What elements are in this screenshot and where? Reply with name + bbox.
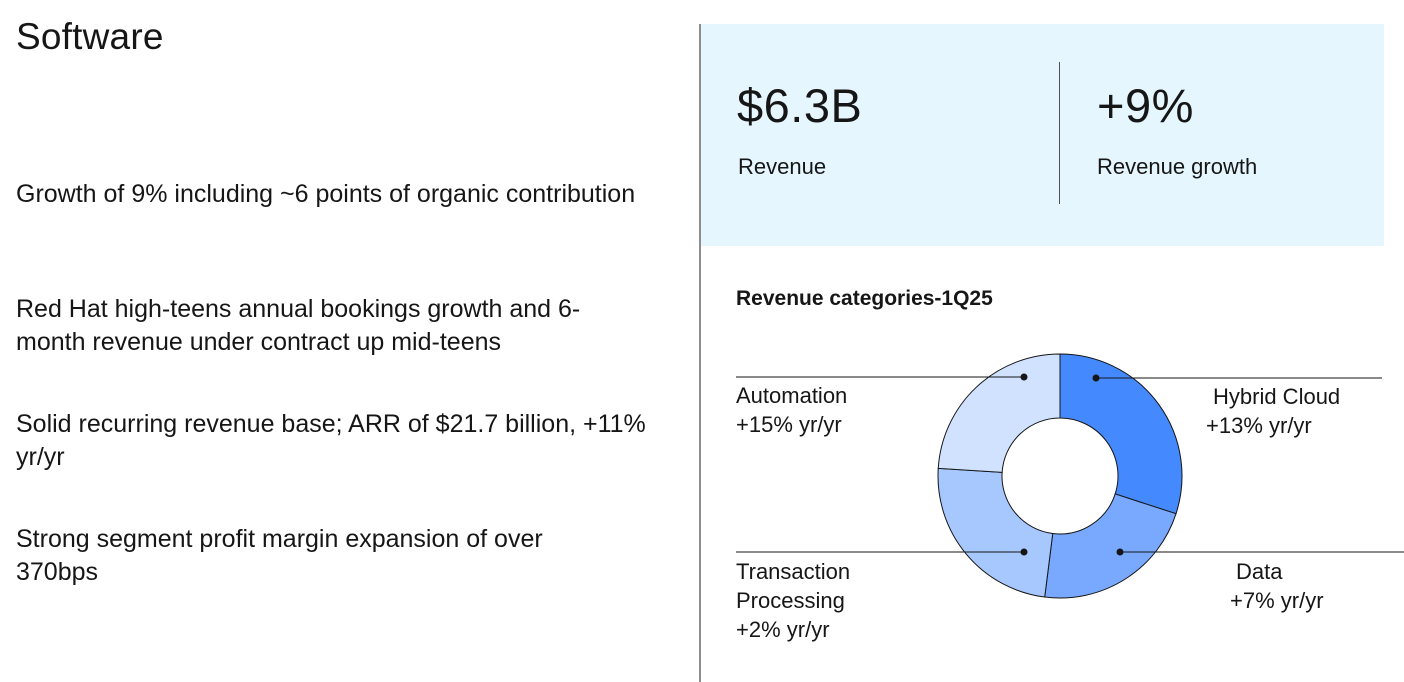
label-transaction-processing-growth: +2% yr/yr (736, 617, 830, 642)
vertical-divider (699, 24, 701, 682)
label-transaction-processing: Transaction Processing +2% yr/yr (736, 557, 876, 644)
label-data-name: Data (1236, 559, 1283, 584)
label-hybrid-cloud-name: Hybrid Cloud (1213, 384, 1341, 409)
leader-data-dot (1116, 548, 1124, 556)
bullet-profit-margin: Strong segment profit margin expansion o… (16, 525, 543, 586)
label-hybrid-cloud: Hybrid Cloud +13% yr/yr (1206, 382, 1341, 440)
kpi-growth-value: +9% (1097, 79, 1194, 132)
chart-title: Revenue categories-1Q25 (736, 287, 993, 310)
leader-transaction-processing-dot (1020, 548, 1028, 556)
bullet-recurring-revenue: Solid recurring revenue base; ARR of $21… (16, 410, 646, 471)
kpi-revenue-value: $6.3B (737, 79, 863, 132)
label-automation: Automation +15% yr/yr (736, 381, 847, 439)
label-automation-name: Automation (736, 383, 848, 408)
slice-data (1044, 493, 1177, 599)
slide-title: Software (16, 16, 164, 57)
kpi-panel: $6.3B Revenue +9% Revenue growth (701, 24, 1384, 246)
label-data-growth: +7% yr/yr (1230, 588, 1324, 613)
kpi-revenue-label: Revenue (738, 154, 827, 179)
label-hybrid-cloud-growth: +13% yr/yr (1206, 413, 1312, 438)
label-transaction-processing-name: Transaction Processing (736, 559, 851, 613)
label-data: Data +7% yr/yr (1230, 557, 1324, 615)
slice-transaction-processing (937, 467, 1054, 598)
bullet-growth: Growth of 9% including ~6 points of orga… (16, 180, 636, 208)
label-automation-growth: +15% yr/yr (736, 412, 842, 437)
slice-hybrid-cloud (1059, 353, 1183, 515)
kpi-growth-label: Revenue growth (1097, 154, 1258, 179)
leader-hybrid-cloud-dot (1092, 374, 1100, 382)
bullet-red-hat: Red Hat high-teens annual bookings growt… (16, 295, 581, 356)
slice-automation (937, 353, 1061, 473)
leader-automation-dot (1020, 373, 1028, 381)
kpi-separator (1059, 62, 1060, 204)
